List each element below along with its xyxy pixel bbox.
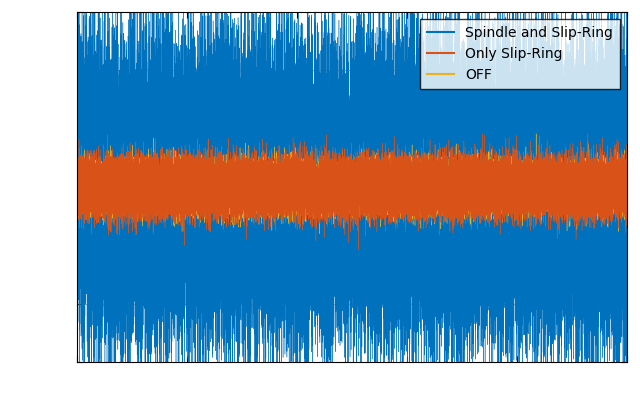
Spindle and Slip-Ring [372,173,380,177]
Line: Spindle and Slip-Ring: Spindle and Slip-Ring [77,0,627,394]
OFF [532,132,540,136]
Spindle and Slip-Ring [205,283,213,288]
Only Slip-Ring [205,167,213,171]
OFF [316,232,323,236]
Only Slip-Ring [73,184,81,188]
Only Slip-Ring [479,131,486,136]
OFF [284,184,291,188]
Spindle and Slip-Ring [73,150,81,155]
Only Slip-Ring [623,183,631,188]
Spindle and Slip-Ring [623,78,631,83]
OFF [372,190,380,194]
OFF [481,190,489,194]
Only Slip-Ring [355,247,362,252]
OFF [73,173,81,177]
Legend: Spindle and Slip-Ring, Only Slip-Ring, OFF: Spindle and Slip-Ring, Only Slip-Ring, O… [420,19,620,89]
Line: OFF: OFF [77,134,627,234]
OFF [623,176,631,180]
Only Slip-Ring [110,182,118,186]
OFF [404,180,412,185]
Spindle and Slip-Ring [404,247,412,252]
OFF [205,182,213,186]
Spindle and Slip-Ring [110,213,118,218]
Spindle and Slip-Ring [481,165,489,170]
Only Slip-Ring [481,179,489,184]
Spindle and Slip-Ring [284,180,291,184]
Only Slip-Ring [404,191,412,196]
Only Slip-Ring [372,185,380,190]
Line: Only Slip-Ring: Only Slip-Ring [77,134,627,250]
OFF [110,178,118,182]
Only Slip-Ring [284,175,291,180]
